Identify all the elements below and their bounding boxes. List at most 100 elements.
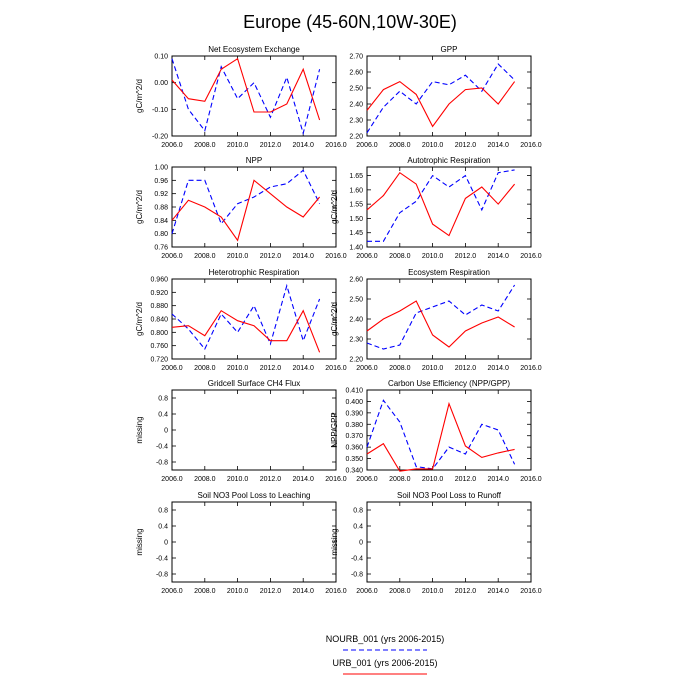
panel-4-xtick-label: 2010.0 xyxy=(422,253,444,260)
panel-5-xtick-label: 2014.0 xyxy=(292,365,314,372)
panel-8-series-nourb-line xyxy=(366,399,516,470)
panel-4-ytick-label: 1.60 xyxy=(349,187,363,194)
panel-7-ytick-label: -0.4 xyxy=(156,444,168,451)
panel-7-xtick-label: 2010.0 xyxy=(227,476,249,483)
panel-3-series-urb-line xyxy=(171,179,321,242)
panel-1-series-nourb-line xyxy=(171,58,321,136)
panel-2-ytick-label: 2.70 xyxy=(349,54,363,61)
panel-2-xtick-label: 2006.0 xyxy=(356,142,378,149)
panel-4-ytick-label: 1.40 xyxy=(349,245,363,252)
panel-10-xtick-label: 2014.0 xyxy=(487,588,509,595)
panel-3-ylabel: gC/m^2/d xyxy=(135,190,144,224)
panel-4-xtick-label: 2008.0 xyxy=(389,253,411,260)
panel-1-ytick-label: 0.00 xyxy=(154,80,168,87)
panel-5-xtick-label: 2006.0 xyxy=(161,365,183,372)
panel-3-ytick-label: 1.00 xyxy=(154,165,168,172)
panel-3-ytick-label: 0.88 xyxy=(154,205,168,212)
panel-7-frame xyxy=(171,389,337,471)
figure-title: Europe (45-60N,10W-30E) xyxy=(243,12,457,32)
panel-6-xtick-label: 2016.0 xyxy=(520,365,542,372)
panel-7-xtick-label: 2012.0 xyxy=(260,476,282,483)
panel-10-ytick-label: -0.8 xyxy=(351,572,363,579)
panel-2-frame xyxy=(366,55,532,137)
panel-7-xtick-label: 2014.0 xyxy=(292,476,314,483)
panel-6-series-urb-line xyxy=(366,300,515,348)
panel-2-ytick-label: 2.50 xyxy=(349,86,363,93)
panel-2-xtick-label: 2016.0 xyxy=(520,142,542,149)
panel-6-ylabel: gC/m^2/d xyxy=(330,302,339,336)
panel-10-xtick-label: 2006.0 xyxy=(356,588,378,595)
panel-2-xtick-label: 2010.0 xyxy=(422,142,444,149)
panel-2-series-urb-line xyxy=(366,80,516,128)
panel-9-ylabel: missing xyxy=(135,528,144,555)
panel-8-xtick-label: 2016.0 xyxy=(520,476,542,483)
panel-4-xtick-label: 2016.0 xyxy=(520,253,542,260)
panel-1-ytick-label: -0.10 xyxy=(152,107,168,114)
panel-5-xtick-label: 2016.0 xyxy=(325,365,347,372)
panel-3-ytick-label: 0.80 xyxy=(154,231,168,238)
panel-4-title: Autotrophic Respiration xyxy=(407,156,490,165)
panel-3-ytick-label: 0.92 xyxy=(154,191,168,198)
panel-9-ytick-label: 0.8 xyxy=(158,508,168,515)
panel-6-ytick-label: 2.60 xyxy=(349,277,363,284)
panel-6-xtick-label: 2010.0 xyxy=(422,365,444,372)
panel-9-frame xyxy=(171,501,337,583)
panel-4-xtick-label: 2012.0 xyxy=(455,253,477,260)
panel-5-xtick-label: 2010.0 xyxy=(227,365,249,372)
panel-7-ytick-label: -0.8 xyxy=(156,460,168,467)
panel-3-ytick-label: 0.84 xyxy=(154,218,168,225)
panel-3-xtick-label: 2008.0 xyxy=(194,253,216,260)
panel-4-series-urb-line xyxy=(366,171,516,237)
panel-4-xtick-label: 2006.0 xyxy=(356,253,378,260)
panel-8-ytick-label: 0.350 xyxy=(345,456,363,463)
panel-5-ytick-label: 0.800 xyxy=(150,330,168,337)
panel-2-ytick-label: 2.30 xyxy=(349,118,363,125)
panel-5-ytick-label: 0.720 xyxy=(150,357,168,364)
panel-6-xtick-label: 2006.0 xyxy=(356,365,378,372)
panel-10-xtick-label: 2012.0 xyxy=(455,588,477,595)
panel-6-ytick-label: 2.40 xyxy=(349,317,363,324)
panel-8-xtick-label: 2010.0 xyxy=(422,476,444,483)
panel-1-xtick-label: 2012.0 xyxy=(260,142,282,149)
panel-1-xtick-label: 2016.0 xyxy=(325,142,347,149)
panel-1-ytick-label: 0.10 xyxy=(154,54,168,61)
panel-3-title: NPP xyxy=(246,156,262,165)
panel-4-series-nourb-line xyxy=(367,169,515,242)
panel-7-xtick-label: 2016.0 xyxy=(325,476,347,483)
panel-2-ytick-label: 2.40 xyxy=(349,102,363,109)
panel-6-series-nourb-line xyxy=(366,284,516,350)
panel-8-ytick-label: 0.380 xyxy=(345,422,363,429)
panel-9-xtick-label: 2010.0 xyxy=(227,588,249,595)
panel-1-frame xyxy=(171,55,337,137)
panel-10-ytick-label: 0.8 xyxy=(353,508,363,515)
panel-9-ytick-label: -0.8 xyxy=(156,572,168,579)
panel-7-ytick-label: 0 xyxy=(164,428,168,435)
panel-2-ytick-label: 2.60 xyxy=(349,70,363,77)
panel-10-ylabel: missing xyxy=(330,528,339,555)
panel-8-ytick-label: 0.400 xyxy=(345,399,363,406)
panel-8-xtick-label: 2008.0 xyxy=(389,476,411,483)
panel-9-title: Soil NO3 Pool Loss to Leaching xyxy=(198,491,311,500)
panel-8-series-urb-line xyxy=(366,401,515,472)
panel-1-ytick-label: -0.20 xyxy=(152,134,168,141)
panel-7-xtick-label: 2008.0 xyxy=(194,476,216,483)
panel-1-ylabel: gC/m^2/d xyxy=(135,79,144,113)
panel-3-ytick-label: 0.76 xyxy=(154,245,168,252)
panel-6-xtick-label: 2012.0 xyxy=(455,365,477,372)
panel-8-xtick-label: 2014.0 xyxy=(487,476,509,483)
panel-9-xtick-label: 2008.0 xyxy=(194,588,216,595)
panel-6-xtick-label: 2014.0 xyxy=(487,365,509,372)
panel-9-ytick-label: 0 xyxy=(164,540,168,547)
panel-2-xtick-label: 2014.0 xyxy=(487,142,509,149)
panel-4-ytick-label: 1.65 xyxy=(349,173,363,180)
panel-3-xtick-label: 2016.0 xyxy=(325,253,347,260)
panel-2-xtick-label: 2012.0 xyxy=(455,142,477,149)
panel-2-series-nourb-line xyxy=(366,63,515,134)
panel-5-ytick-label: 0.840 xyxy=(150,317,168,324)
panel-8-ytick-label: 0.340 xyxy=(345,468,363,475)
panel-10-frame xyxy=(366,501,532,583)
panel-4-xtick-label: 2014.0 xyxy=(487,253,509,260)
panel-9-xtick-label: 2016.0 xyxy=(325,588,347,595)
legend-label-1: NOURB_001 (yrs 2006-2015) xyxy=(326,634,445,644)
